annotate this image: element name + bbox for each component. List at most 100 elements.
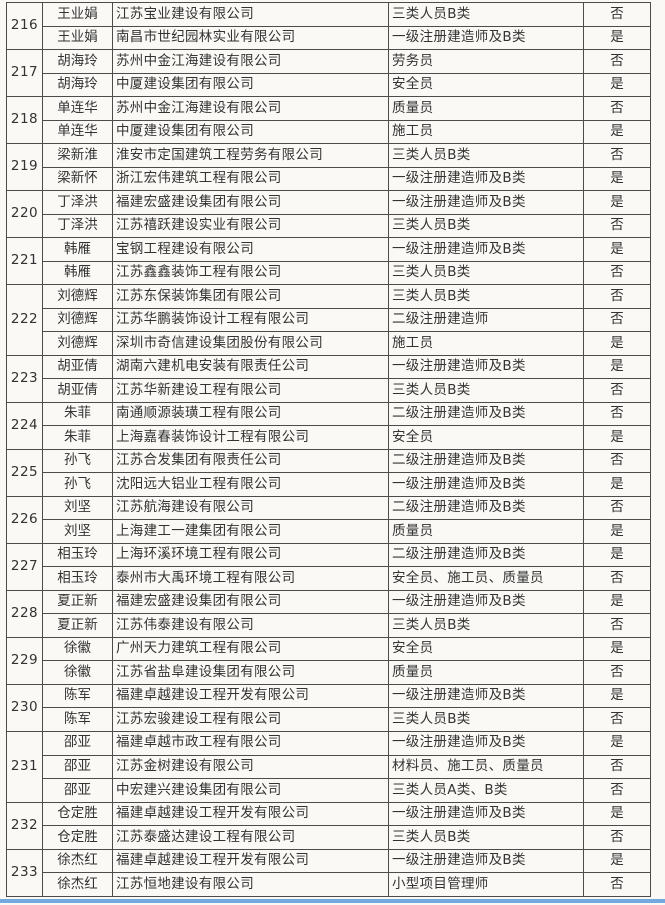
person-name-cell: 刘坚 bbox=[42, 519, 113, 544]
serial-number-cell: 226 bbox=[6, 495, 43, 544]
personnel-roster-table: 216 王业娟 江苏宝业建设有限公司 三类人员B类否王业娟 南昌市世纪园林实业有限公司一… bbox=[6, 1, 651, 898]
company-name-cell: 江苏华鹏装饰设计工程有限公司 bbox=[112, 307, 389, 333]
status-cell: 否 bbox=[583, 613, 651, 638]
company-name-cell: 中厦建设集团有限公司 bbox=[112, 119, 389, 145]
table-row: 227 相玉玲 上海环溪环境工程有限公司 二级注册建造师及B类是 bbox=[6, 542, 651, 591]
person-name-cell: 梁新怀 bbox=[42, 166, 113, 192]
table-row: 仓定胜 江苏泰盛达建设工程有限公司 三类人员B类否 bbox=[7, 825, 651, 850]
status-cell: 否 bbox=[583, 284, 651, 309]
person-name-cell: 胡亚倩 bbox=[42, 378, 113, 403]
company-name-cell: 广州天力建筑工程有限公司 bbox=[112, 636, 389, 662]
company-name-cell: 江苏鑫鑫装饰工程有限公司 bbox=[112, 260, 389, 286]
table-row: 222 刘德辉 江苏东保装饰集团有限公司 三类人员B类否 bbox=[6, 284, 651, 356]
status-cell: 否 bbox=[583, 401, 651, 427]
serial-number-cell: 220 bbox=[6, 190, 43, 239]
table-row: 232 仓定胜 福建卓越建设工程开发有限公司 一级注册建造师及B类是 bbox=[6, 801, 651, 850]
serial-number-cell: 232 bbox=[6, 801, 43, 850]
status-cell: 是 bbox=[583, 589, 651, 615]
company-name-cell: 江苏宝业建设有限公司 bbox=[112, 2, 389, 27]
status-cell: 否 bbox=[583, 448, 651, 474]
person-name-cell: 韩雁 bbox=[42, 260, 113, 286]
status-cell: 否 bbox=[583, 707, 651, 732]
certificate-type-cell: 质量员 bbox=[388, 519, 584, 544]
serial-number-cell: 231 bbox=[6, 730, 43, 803]
status-cell: 是 bbox=[583, 25, 651, 51]
certificate-type-cell: 小型项目管理师 bbox=[388, 872, 584, 897]
certificate-type-cell: 三类人员B类 bbox=[388, 260, 584, 286]
certificate-type-cell: 三类人员B类 bbox=[388, 613, 584, 638]
table-row: 朱菲 上海嘉春装饰设计工程有限公司 安全员是 bbox=[7, 425, 651, 450]
table-row: 韩雁 江苏鑫鑫装饰工程有限公司 三类人员B类否 bbox=[7, 260, 651, 286]
person-name-cell: 胡海玲 bbox=[42, 49, 113, 74]
certificate-type-cell: 二级注册建造师及B类 bbox=[388, 542, 584, 568]
serial-number-cell: 224 bbox=[6, 401, 43, 450]
person-name-cell: 刘德辉 bbox=[42, 331, 113, 356]
status-cell: 是 bbox=[583, 801, 651, 827]
serial-number-cell: 229 bbox=[6, 636, 43, 685]
certificate-type-cell: 一级注册建造师及B类 bbox=[388, 190, 584, 215]
person-name-cell: 夏正新 bbox=[42, 613, 113, 638]
company-name-cell: 江苏华新建设工程有限公司 bbox=[112, 378, 389, 403]
table-row: 王业娟 南昌市世纪园林实业有限公司 一级注册建造师及B类是 bbox=[7, 25, 651, 51]
person-name-cell: 刘德辉 bbox=[42, 284, 113, 309]
company-name-cell: 泰州市大禹环境工程有限公司 bbox=[112, 566, 389, 591]
certificate-type-cell: 安全员 bbox=[388, 72, 584, 98]
company-name-cell: 南昌市世纪园林实业有限公司 bbox=[112, 25, 389, 51]
table-row: 220 丁泽洪 福建宏盛建设集团有限公司 一级注册建造师及B类是 bbox=[6, 190, 651, 239]
status-cell: 否 bbox=[583, 260, 651, 286]
company-name-cell: 苏州中金江海建设有限公司 bbox=[112, 96, 389, 121]
company-name-cell: 福建卓越建设工程开发有限公司 bbox=[112, 801, 389, 827]
person-name-cell: 单连华 bbox=[42, 96, 113, 121]
certificate-type-cell: 三类人员B类 bbox=[388, 707, 584, 732]
company-name-cell: 江苏伟泰建设有限公司 bbox=[112, 613, 389, 638]
table-row: 218 单连华 苏州中金江海建设有限公司 质量员否 bbox=[6, 96, 651, 145]
certificate-type-cell: 二级注册建造师 bbox=[388, 307, 584, 333]
table-row: 229 徐徽 广州天力建筑工程有限公司 安全员是 bbox=[6, 636, 651, 685]
certificate-type-cell: 材料员、施工员、质量员 bbox=[388, 754, 584, 780]
person-name-cell: 刘坚 bbox=[42, 495, 113, 521]
person-name-cell: 孙飞 bbox=[42, 472, 113, 497]
table-row: 丁泽洪 江苏禧跃建设实业有限公司 三类人员B类否 bbox=[7, 213, 651, 239]
table-row: 胡海玲 中厦建设集团有限公司 安全员是 bbox=[7, 72, 651, 98]
serial-number-cell: 223 bbox=[6, 354, 43, 403]
person-name-cell: 韩雁 bbox=[42, 237, 113, 262]
person-name-cell: 徐杰红 bbox=[42, 848, 113, 874]
status-cell: 否 bbox=[583, 307, 651, 333]
certificate-type-cell: 安全员 bbox=[388, 425, 584, 450]
table-row: 相玉玲 泰州市大禹环境工程有限公司 安全员、施工员、质量员否 bbox=[7, 566, 651, 591]
table-row: 216 王业娟 江苏宝业建设有限公司 三类人员B类否 bbox=[6, 1, 651, 51]
status-cell: 否 bbox=[583, 495, 651, 521]
table-row: 233 徐杰红 福建卓越建设工程开发有限公司 一级注册建造师及B类是 bbox=[6, 848, 651, 898]
person-name-cell: 单连华 bbox=[42, 119, 113, 145]
table-row: 梁新怀 浙江宏伟建筑工程有限公司 一级注册建造师及B类是 bbox=[7, 166, 651, 192]
certificate-type-cell: 一级注册建造师及B类 bbox=[388, 801, 584, 827]
person-name-cell: 陈军 bbox=[42, 683, 113, 709]
certificate-type-cell: 施工员 bbox=[388, 119, 584, 145]
status-cell: 是 bbox=[583, 683, 651, 709]
table-row: 刘德辉 江苏华鹏装饰设计工程有限公司 二级注册建造师否 bbox=[7, 307, 651, 333]
serial-number-cell: 221 bbox=[6, 237, 43, 286]
serial-number-cell: 233 bbox=[6, 848, 43, 898]
table-row: 225 孙飞 江苏合发集团有限责任公司 二级注册建造师及B类否 bbox=[6, 448, 651, 497]
certificate-type-cell: 质量员 bbox=[388, 660, 584, 685]
serial-number-cell: 216 bbox=[6, 1, 43, 51]
person-name-cell: 仓定胜 bbox=[42, 801, 113, 827]
company-name-cell: 湖南六建机电安装有限责任公司 bbox=[112, 354, 389, 380]
bottom-divider bbox=[0, 899, 665, 903]
company-name-cell: 上海环溪环境工程有限公司 bbox=[112, 542, 389, 568]
certificate-type-cell: 施工员 bbox=[388, 331, 584, 356]
company-name-cell: 江苏恒地建设有限公司 bbox=[112, 872, 389, 897]
person-name-cell: 胡海玲 bbox=[42, 72, 113, 98]
status-cell: 否 bbox=[583, 566, 651, 591]
certificate-type-cell: 一级注册建造师及B类 bbox=[388, 354, 584, 380]
company-name-cell: 江苏合发集团有限责任公司 bbox=[112, 448, 389, 474]
person-name-cell: 夏正新 bbox=[42, 589, 113, 615]
status-cell: 否 bbox=[583, 96, 651, 121]
serial-number-cell: 218 bbox=[6, 96, 43, 145]
status-cell: 是 bbox=[583, 730, 651, 756]
serial-number-cell: 219 bbox=[6, 143, 43, 192]
table-row: 邵亚 江苏金树建设有限公司 材料员、施工员、质量员否 bbox=[7, 754, 651, 780]
serial-number-cell: 222 bbox=[6, 284, 43, 356]
status-cell: 否 bbox=[583, 660, 651, 685]
